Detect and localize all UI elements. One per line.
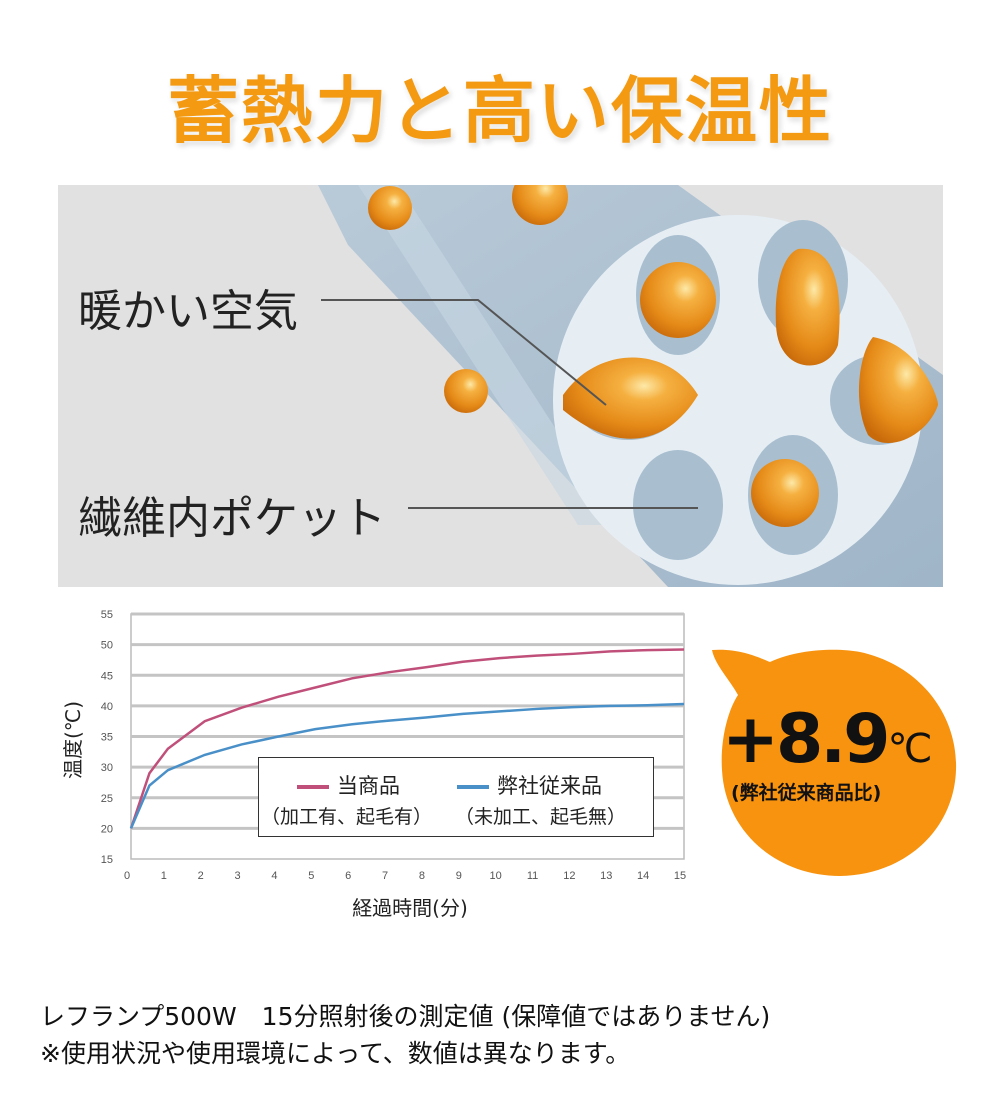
svg-text:14: 14 bbox=[637, 870, 649, 882]
svg-text:5: 5 bbox=[308, 870, 314, 882]
svg-text:13: 13 bbox=[600, 870, 612, 882]
speech-bubble-badge bbox=[712, 649, 957, 876]
legend-sub-previous-product: （未加工、起毛無） bbox=[455, 806, 627, 828]
legend-sub-current-product: （加工有、起毛有） bbox=[261, 806, 433, 828]
svg-text:40: 40 bbox=[101, 701, 113, 713]
svg-text:30: 30 bbox=[101, 762, 113, 774]
svg-text:50: 50 bbox=[101, 640, 113, 652]
legend-label-current-product: 当商品 bbox=[337, 774, 400, 798]
measurement-note: レフランプ500W 15分照射後の測定値 (保障値ではありません) bbox=[40, 1002, 771, 1031]
svg-text:20: 20 bbox=[101, 823, 113, 835]
svg-text:1: 1 bbox=[161, 870, 167, 882]
svg-text:55: 55 bbox=[101, 609, 113, 621]
svg-text:12: 12 bbox=[563, 870, 575, 882]
svg-text:7: 7 bbox=[382, 870, 388, 882]
svg-text:6: 6 bbox=[345, 870, 351, 882]
fiber-illustration: 暖かい空気 繊維内ポケット bbox=[58, 185, 943, 587]
svg-text:11: 11 bbox=[527, 870, 538, 882]
svg-text:4: 4 bbox=[271, 870, 277, 882]
legend-label-previous-product: 弊社従来品 bbox=[497, 774, 602, 798]
label-warm-air: 暖かい空気 bbox=[78, 286, 298, 337]
badge-value: +8.9℃ bbox=[722, 700, 933, 779]
disclaimer-note: ※使用状況や使用環境によって、数値は異なります。 bbox=[40, 1039, 631, 1068]
svg-text:8: 8 bbox=[419, 870, 425, 882]
fiber-cross-section-graphic bbox=[318, 185, 943, 587]
y-axis-label: 温度(℃) bbox=[61, 701, 85, 779]
svg-text:3: 3 bbox=[235, 870, 241, 882]
svg-text:25: 25 bbox=[101, 793, 113, 805]
label-fiber-pocket: 繊維内ポケット bbox=[78, 493, 386, 544]
page-title: 蓄熱力と高い保温性 bbox=[166, 69, 833, 153]
svg-text:15: 15 bbox=[101, 854, 113, 866]
chart-legend: 当商品 （加工有、起毛有） 弊社従来品 （未加工、起毛無） bbox=[258, 757, 654, 837]
svg-text:2: 2 bbox=[198, 870, 204, 882]
svg-text:45: 45 bbox=[101, 670, 113, 682]
legend-swatch-previous-product bbox=[457, 785, 489, 789]
svg-text:10: 10 bbox=[490, 870, 502, 882]
legend-swatch-current-product bbox=[297, 785, 329, 789]
svg-text:0: 0 bbox=[124, 870, 130, 882]
x-axis-label: 経過時間(分) bbox=[352, 896, 468, 920]
badge-caption: (弊社従来商品比) bbox=[731, 782, 882, 804]
svg-text:15: 15 bbox=[674, 870, 686, 882]
svg-text:9: 9 bbox=[456, 870, 462, 882]
svg-text:35: 35 bbox=[101, 732, 113, 744]
